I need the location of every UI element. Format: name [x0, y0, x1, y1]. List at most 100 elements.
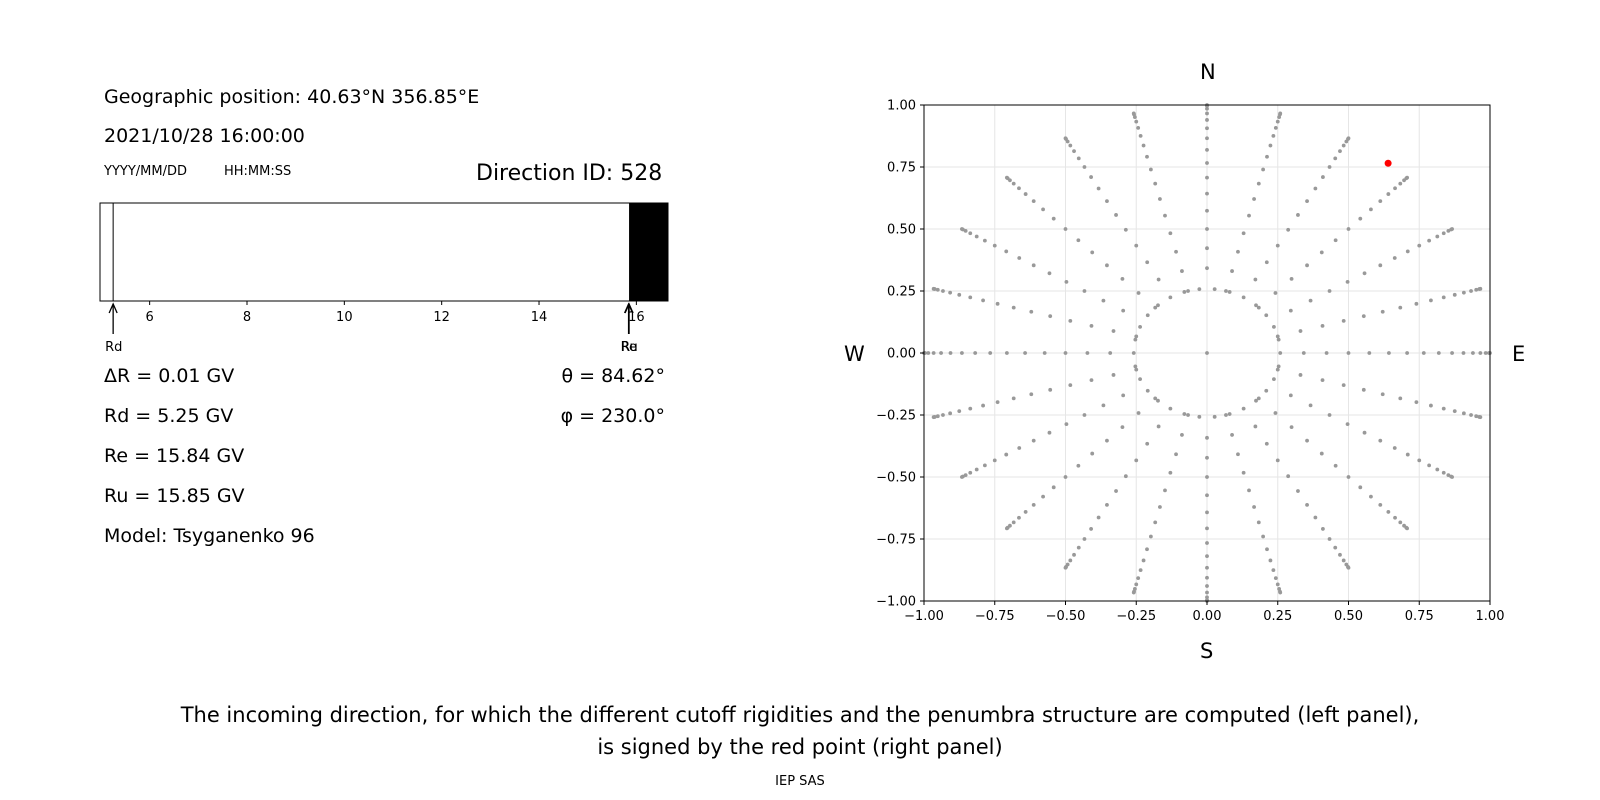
direction-point [1273, 291, 1278, 295]
direction-point [1346, 475, 1351, 479]
direction-point [1346, 351, 1351, 355]
direction-point [931, 286, 936, 291]
direction-point [1241, 231, 1246, 236]
direction-point [1120, 425, 1125, 430]
direction-point [1313, 186, 1318, 191]
direction-point [1286, 227, 1291, 232]
direction-point [1105, 199, 1109, 204]
y-tick-label: 0.75 [887, 161, 916, 176]
direction-point [1298, 329, 1303, 333]
tick-label: 6 [146, 310, 154, 325]
direction-point [1264, 313, 1269, 318]
direction-point [1227, 290, 1232, 294]
direction-point [1141, 143, 1146, 148]
direction-point [1011, 520, 1016, 525]
direction-point [973, 351, 978, 355]
direction-point [1252, 505, 1256, 509]
direction-point [1414, 301, 1419, 306]
time-format-label: HH:MM:SS [224, 164, 292, 179]
direction-point [1278, 351, 1283, 355]
direction-point [1145, 441, 1150, 446]
direction-point [1271, 133, 1276, 138]
y-tick-label: 1.00 [887, 99, 916, 114]
direction-point [1205, 510, 1209, 515]
direction-point [957, 292, 962, 297]
direction-point [1136, 411, 1141, 415]
direction-point [1378, 263, 1383, 268]
direction-point [1156, 303, 1160, 308]
direction-point [1205, 455, 1209, 460]
direction-point [1452, 409, 1457, 414]
direction-point [1341, 319, 1346, 323]
direction-point [1230, 269, 1234, 273]
direction-point [1017, 186, 1021, 191]
rd-marker-label: Rd [105, 340, 122, 355]
direction-point [1205, 541, 1209, 545]
y-tick-label: 0.50 [887, 223, 916, 238]
direction-point [1138, 377, 1142, 382]
direction-point [1313, 515, 1318, 520]
direction-point [1068, 319, 1073, 323]
direction-point [1421, 351, 1426, 355]
direction-point [1380, 309, 1385, 314]
direction-point [1011, 181, 1016, 186]
direction-point [1158, 197, 1162, 201]
direction-point [1247, 213, 1251, 218]
direction-point [1136, 291, 1141, 295]
direction-point [1205, 475, 1209, 479]
direction-point [1197, 287, 1202, 292]
direction-point [1186, 413, 1190, 417]
longitude-value: 356.85°E [391, 86, 480, 108]
direction-point [1296, 213, 1300, 217]
y-tick-label: −0.75 [876, 533, 916, 548]
direction-point [948, 290, 953, 295]
direction-point [1048, 387, 1053, 392]
direction-point [1082, 289, 1087, 293]
direction-point [1042, 351, 1047, 355]
direction-point [1253, 424, 1258, 429]
direction-point [1393, 186, 1397, 191]
direction-point [1247, 488, 1251, 493]
direction-point [1131, 590, 1136, 595]
direction-point [1089, 175, 1093, 179]
direction-point [968, 295, 973, 300]
phi-label: φ = 230.0° [560, 405, 665, 427]
y-tick-label: −0.50 [876, 471, 916, 486]
direction-point [1450, 227, 1454, 231]
direction-point [1134, 582, 1139, 587]
direction-point [1345, 279, 1350, 284]
direction-point [1089, 378, 1094, 383]
direction-point [1305, 263, 1309, 268]
axis-ticks: −1.00 1.00 −0.75 0.75 −0.50 0.50 −0.25 0.25 0.00… [876, 99, 1504, 625]
direction-point [1435, 467, 1440, 472]
direction-point [1105, 502, 1109, 507]
direction-point [1369, 494, 1373, 499]
direction-point [1029, 392, 1034, 397]
latitude-value: 40.63°N [307, 86, 386, 108]
direction-point [1305, 502, 1309, 507]
direction-point [1346, 565, 1351, 570]
direction-point [1031, 199, 1036, 204]
direction-point [988, 351, 993, 355]
direction-point [1145, 154, 1149, 159]
direction-point [1405, 249, 1410, 254]
direction-point [1004, 175, 1009, 180]
direction-point [960, 351, 964, 355]
selected-direction-point [1384, 159, 1392, 167]
direction-point [1174, 249, 1178, 254]
direction-id-value: 528 [620, 161, 663, 186]
direction-point [1301, 351, 1306, 355]
direction-points [922, 103, 1492, 603]
direction-point [981, 298, 985, 303]
direction-point [1241, 295, 1246, 300]
direction-point [1168, 295, 1173, 300]
direction-point [1205, 435, 1209, 440]
direction-point [1138, 133, 1143, 138]
direction-point [1224, 413, 1228, 417]
compass-south: S [1200, 639, 1214, 663]
direction-point [1145, 547, 1149, 552]
direction-point [1461, 411, 1466, 416]
direction-point [1141, 558, 1146, 563]
direction-point [1205, 118, 1209, 122]
